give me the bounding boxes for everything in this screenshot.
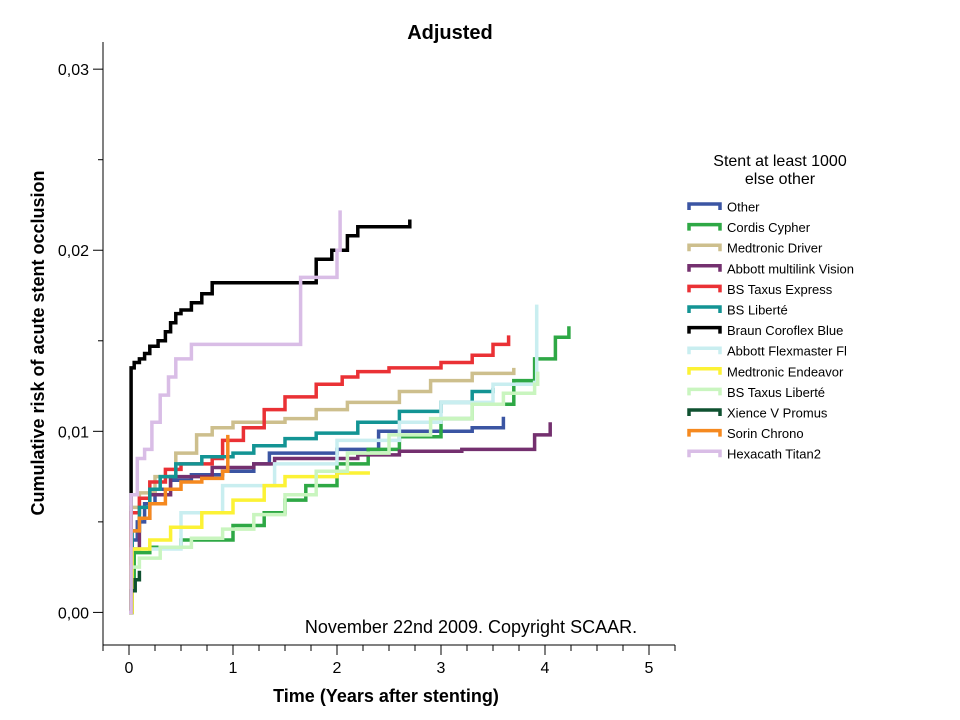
x-axis-ticks: 0 1 2 3 4 5 xyxy=(102,645,676,677)
legend-swatch xyxy=(687,243,722,252)
series-lines xyxy=(129,210,571,615)
legend-label: Sorin Chrono xyxy=(727,426,804,441)
legend-label: Medtronic Driver xyxy=(727,241,823,256)
legend-swatch xyxy=(687,346,722,355)
legend-swatch xyxy=(687,367,722,375)
x-axis-label: Time (Years after stenting) xyxy=(273,686,499,706)
legend-label: BS Liberté xyxy=(727,303,788,318)
x-tick-label: 3 xyxy=(437,660,446,677)
legend-label: BS Taxus Express xyxy=(727,282,833,297)
y-tick-label: 0,01 xyxy=(58,424,89,441)
legend-swatch xyxy=(687,387,722,396)
legend-label: Hexacath Titan2 xyxy=(727,447,821,462)
legend-label: Medtronic Endeavor xyxy=(727,364,844,379)
y-tick-label: 0,02 xyxy=(58,243,89,260)
legend-label: Xience V Promus xyxy=(727,406,828,421)
legend-label: Other xyxy=(727,200,760,215)
series-line-9 xyxy=(129,471,370,615)
plot-area: 0,00 0,01 0,02 0,03 0 1 2 3 4 5 xyxy=(58,42,676,677)
x-tick-label: 1 xyxy=(229,660,238,677)
series-line-13 xyxy=(129,210,342,615)
legend-items: Other Cordis Cypher Medtronic Driver Abbott… xyxy=(687,200,854,462)
legend-swatch xyxy=(687,325,722,334)
y-axis-label: Cumulative risk of acute stent occlusion xyxy=(28,170,48,515)
x-tick-label: 4 xyxy=(541,660,550,677)
legend-swatch xyxy=(687,305,722,313)
series-line-3 xyxy=(129,367,516,615)
legend-label: Cordis Cypher xyxy=(727,220,811,235)
legend-label: Abbott multilink Vision xyxy=(727,261,854,276)
x-tick-label: 0 xyxy=(125,660,134,677)
x-tick-label: 2 xyxy=(333,660,342,677)
y-tick-label: 0,00 xyxy=(58,605,89,622)
series-line-5 xyxy=(129,335,511,615)
y-tick-label: 0,03 xyxy=(58,62,89,79)
x-tick-label: 5 xyxy=(645,660,654,677)
legend-swatch xyxy=(687,264,722,272)
y-axis-ticks: 0,00 0,01 0,02 0,03 xyxy=(58,62,103,622)
legend-label: BS Taxus Liberté xyxy=(727,385,825,400)
series-line-10 xyxy=(129,371,540,615)
legend-swatch xyxy=(687,408,722,416)
copyright-annotation: November 22nd 2009. Copyright SCAAR. xyxy=(305,617,637,637)
legend-title-line-1: Stent at least 1000 xyxy=(713,153,847,170)
legend-swatch xyxy=(687,202,722,210)
legend: Stent at least 1000 else other Other Cord… xyxy=(687,153,854,462)
legend-title-line-2: else other xyxy=(745,171,816,188)
series-line-1 xyxy=(129,416,506,615)
series-line-7 xyxy=(129,219,412,615)
legend-swatch xyxy=(687,449,722,458)
legend-label: Abbott Flexmaster Fl xyxy=(727,344,847,359)
series-line-8 xyxy=(129,304,539,615)
legend-label: Braun Coroflex Blue xyxy=(727,323,843,338)
legend-swatch xyxy=(687,428,722,437)
legend-swatch xyxy=(687,222,722,231)
series-line-12 xyxy=(129,434,230,615)
chart-title: Adjusted xyxy=(407,22,493,44)
legend-swatch xyxy=(687,284,722,293)
